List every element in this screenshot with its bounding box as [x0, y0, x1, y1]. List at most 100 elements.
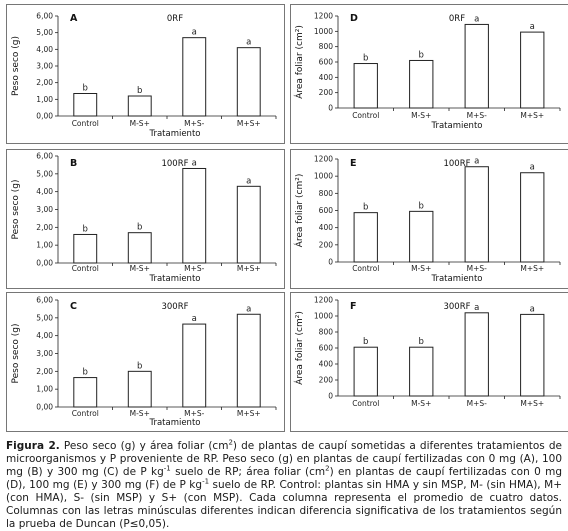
x-tick-label: M-S+ [130, 409, 150, 418]
y-tick-label: 0 [328, 258, 333, 267]
y-tick-label: 200 [319, 88, 334, 97]
y-tick-label: 4,00 [36, 331, 53, 340]
y-tick-label: 1000 [314, 27, 333, 36]
x-tick-label: M+S+ [237, 119, 261, 128]
y-tick-label: 6,00 [36, 296, 53, 305]
bar-ms [237, 314, 260, 407]
significance-letter: b [137, 361, 142, 371]
x-tick-label: M+S+ [520, 111, 544, 120]
bar-ms [410, 211, 433, 262]
bar-control [74, 94, 97, 117]
significance-letter: b [419, 201, 424, 211]
panel-title: 0RF [167, 14, 183, 24]
panel-letter: E [350, 158, 357, 169]
caption-sup: -1 [202, 478, 209, 486]
panel-letter: F [350, 301, 357, 312]
x-tick-label: M-S+ [411, 264, 431, 273]
x-tick-label: Control [72, 119, 99, 128]
bar-ms [128, 233, 151, 263]
bar-control [354, 213, 377, 262]
x-tick-label: M-S+ [411, 399, 431, 408]
x-tick-label: M+S- [184, 409, 205, 418]
y-tick-label: 800 [319, 189, 334, 198]
bar-control [74, 378, 97, 407]
x-tick-label: Control [352, 399, 379, 408]
y-tick-label: 3,00 [36, 349, 53, 358]
significance-letter: a [474, 157, 479, 167]
x-tick-label: Control [352, 111, 379, 120]
bar-ms [183, 324, 206, 407]
caption-label: Figura 2. [6, 440, 60, 452]
y-tick-label: 800 [319, 328, 334, 337]
y-axis-title: Área foliar (cm²) [293, 311, 305, 385]
y-tick-label: 5,00 [36, 313, 53, 322]
caption-text: Peso seco (g) y área foliar (cm [60, 440, 229, 452]
panel-title: 0RF [449, 14, 465, 24]
panel-title: 300RF [161, 302, 188, 312]
x-tick-label: M+S- [467, 399, 488, 408]
significance-letter: b [83, 84, 88, 94]
y-tick-label: 2,00 [36, 223, 53, 232]
significance-letter: b [363, 203, 368, 213]
bar-ms [183, 168, 206, 263]
caption-sup: -1 [164, 465, 171, 473]
y-tick-label: 400 [319, 223, 334, 232]
y-tick-label: 600 [319, 344, 334, 353]
significance-letter: a [530, 304, 535, 314]
significance-letter: a [474, 14, 479, 24]
significance-letter: a [246, 38, 251, 48]
significance-letter: b [83, 224, 88, 234]
y-axis-title: Peso seco (g) [11, 324, 21, 384]
y-tick-label: 1,00 [36, 95, 53, 104]
significance-letter: a [246, 176, 251, 186]
y-tick-label: 4,00 [36, 187, 53, 196]
y-tick-label: 2,00 [36, 78, 53, 87]
panel-letter: B [70, 158, 77, 169]
significance-letter: a [530, 22, 535, 32]
y-tick-label: 600 [319, 206, 334, 215]
x-axis-title: Tratamiento [149, 129, 201, 139]
x-tick-label: M+S- [184, 119, 205, 128]
bar-control [354, 347, 377, 396]
y-tick-label: 200 [319, 376, 334, 385]
y-tick-label: 2,00 [36, 367, 53, 376]
bar-ms [465, 313, 488, 396]
y-tick-label: 400 [319, 73, 334, 82]
y-tick-label: 6,00 [36, 152, 53, 161]
y-tick-label: 1000 [314, 312, 333, 321]
bar-ms [465, 24, 488, 108]
bar-ms [128, 371, 151, 407]
significance-letter: b [137, 86, 142, 96]
y-tick-label: 6,00 [36, 12, 53, 21]
figure-caption: Figura 2. Peso seco (g) y área foliar (c… [6, 440, 562, 531]
bar-ms [410, 60, 433, 108]
x-axis-title: Tratamiento [431, 121, 483, 131]
x-tick-label: M-S+ [411, 111, 431, 120]
x-tick-label: M+S- [467, 264, 488, 273]
chart-panel-d: 020040060080010001200bControlbM-S+aM+S-a… [291, 5, 568, 144]
panel-title: 300RF [443, 302, 470, 312]
y-tick-label: 1200 [314, 296, 333, 305]
chart-panel-c: 0,001,002,003,004,005,006,00bControlbM-S… [7, 293, 285, 432]
y-tick-label: 1000 [314, 172, 333, 181]
significance-letter: b [363, 54, 368, 64]
panel-letter: A [70, 13, 78, 24]
bar-ms [521, 314, 544, 396]
bar-control [74, 234, 97, 263]
significance-letter: a [192, 158, 197, 168]
x-tick-label: M+S+ [520, 264, 544, 273]
x-tick-label: M+S+ [237, 264, 261, 273]
y-axis-title: Área foliar (cm²) [293, 174, 305, 248]
bar-ms [465, 167, 488, 262]
y-tick-label: 1,00 [36, 385, 53, 394]
x-tick-label: M+S+ [520, 399, 544, 408]
bar-control [354, 64, 377, 108]
bar-ms [410, 347, 433, 396]
x-tick-label: M-S+ [130, 264, 150, 273]
bar-ms [128, 96, 151, 116]
significance-letter: b [363, 337, 368, 347]
y-tick-label: 600 [319, 58, 334, 67]
x-tick-label: Control [352, 264, 379, 273]
chart-panel-a: 0,001,002,003,004,005,006,00bControlbM-S… [7, 5, 285, 144]
x-tick-label: M+S- [467, 111, 488, 120]
